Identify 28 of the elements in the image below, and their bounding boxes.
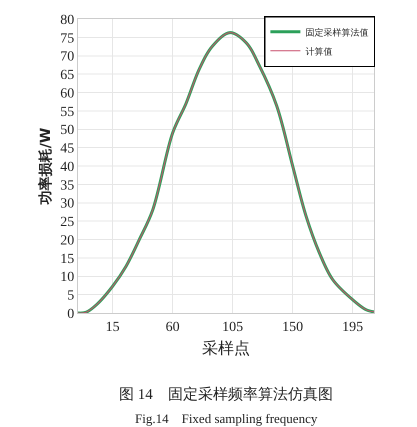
legend-label: 固定采样算法值 bbox=[305, 27, 368, 38]
y-tick-label: 40 bbox=[60, 160, 74, 175]
y-tick-label: 50 bbox=[60, 123, 74, 138]
x-tick-label: 105 bbox=[222, 320, 244, 335]
y-tick-label: 65 bbox=[60, 68, 74, 84]
y-tick-label: 70 bbox=[60, 50, 74, 65]
y-tick-label: 80 bbox=[60, 12, 74, 28]
y-tick-label: 75 bbox=[60, 31, 74, 46]
y-tick-label: 5 bbox=[67, 288, 74, 304]
y-tick-label: 25 bbox=[60, 215, 74, 230]
legend-label: 计算值 bbox=[305, 46, 332, 56]
y-tick-label: 20 bbox=[60, 233, 74, 248]
y-tick-label: 55 bbox=[60, 104, 74, 120]
caption: Fig.14 Fixed sampling frequency bbox=[135, 411, 318, 426]
x-tick-label: 150 bbox=[282, 320, 304, 335]
y-tick-label: 45 bbox=[60, 142, 74, 157]
y-tick-label: 35 bbox=[60, 178, 74, 194]
y-tick-label: 0 bbox=[67, 306, 74, 322]
y-tick-label: 60 bbox=[60, 86, 74, 102]
x-tick-label: 15 bbox=[106, 320, 120, 335]
y-tick-label: 15 bbox=[60, 252, 74, 267]
x-tick-label: 195 bbox=[342, 320, 364, 335]
y-tick-label: 30 bbox=[60, 196, 74, 212]
x-axis-title: 采样点 bbox=[202, 340, 250, 358]
x-tick-label: 60 bbox=[166, 320, 180, 335]
y-axis-title: 功率损耗/W bbox=[36, 128, 54, 206]
y-tick-label: 10 bbox=[60, 270, 74, 286]
caption: 图 14 固定采样频率算法仿真图 bbox=[119, 386, 333, 403]
